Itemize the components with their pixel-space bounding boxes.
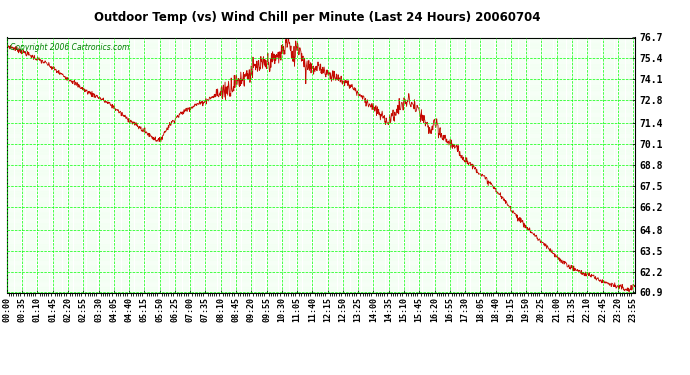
Text: Copyright 2006 Cartronics.com: Copyright 2006 Cartronics.com (10, 43, 130, 52)
Text: Outdoor Temp (vs) Wind Chill per Minute (Last 24 Hours) 20060704: Outdoor Temp (vs) Wind Chill per Minute … (94, 11, 541, 24)
